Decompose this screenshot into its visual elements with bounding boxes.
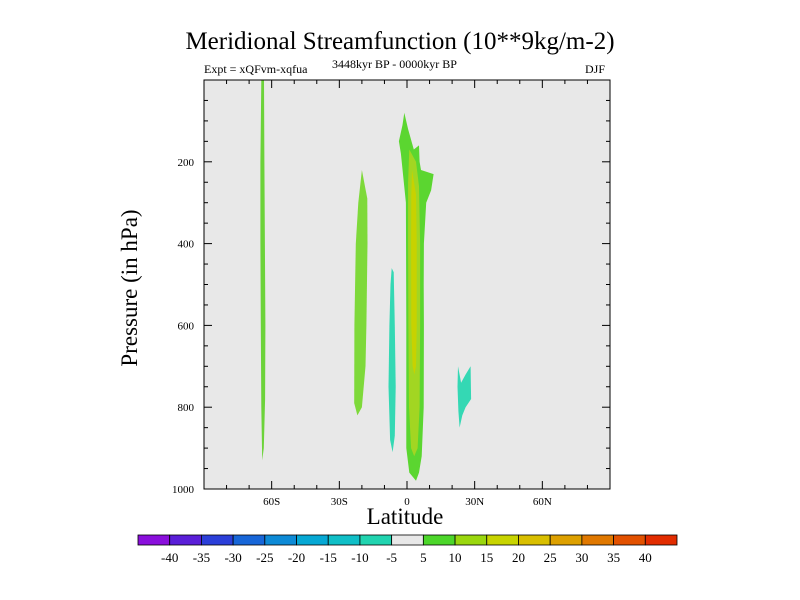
- x-tick-label: 30S: [331, 496, 348, 508]
- y-tick-label: 800: [178, 402, 195, 414]
- colorbar-swatch: [137, 534, 171, 546]
- colorbar-label: -30: [224, 550, 241, 565]
- colorbar-label: -5: [386, 550, 397, 565]
- colorbar-label: 20: [512, 550, 525, 565]
- colorbar-swatch: [518, 534, 551, 546]
- y-tick-label: 1000: [172, 484, 195, 496]
- colorbar-swatch: [391, 534, 424, 546]
- colorbar-swatch: [232, 534, 266, 546]
- contour-region-30s-column: [354, 170, 368, 416]
- colorbar-swatch: [644, 534, 678, 546]
- colorbar-label: -40: [161, 550, 178, 565]
- x-tick-label: 30N: [465, 496, 484, 508]
- x-tick-label: 60S: [263, 496, 280, 508]
- colorbar-label: -15: [320, 550, 337, 565]
- x-tick-label: 0: [404, 496, 410, 508]
- experiment-label: Expt = xQFvm-xqfua: [204, 62, 308, 76]
- colorbar-label: 30: [575, 550, 588, 565]
- time-range-label: 3448kyr BP - 0000kyr BP: [332, 57, 457, 71]
- y-tick-label: 400: [178, 239, 195, 251]
- colorbar-label: -20: [288, 550, 305, 565]
- colorbar-label: 35: [607, 550, 620, 565]
- colorbar-swatch: [549, 534, 583, 546]
- colorbar-swatch: [613, 534, 646, 546]
- x-axis-label: Latitude: [366, 504, 444, 529]
- colorbar-label: 25: [544, 550, 557, 565]
- season-label: DJF: [585, 62, 606, 76]
- colorbar-swatch: [422, 534, 456, 546]
- colorbar-swatch: [486, 534, 519, 546]
- colorbar-swatch: [454, 534, 488, 546]
- colorbar-swatch: [264, 534, 297, 546]
- colorbar-label: 10: [449, 550, 462, 565]
- y-tick-label: 600: [178, 320, 195, 332]
- chart-title: Meridional Streamfunction (10**9kg/m-2): [185, 28, 615, 55]
- contour-region-10s-column: [388, 268, 396, 453]
- colorbar-swatch: [296, 534, 329, 546]
- colorbar-label: 5: [420, 550, 427, 565]
- colorbar-swatch: [327, 534, 361, 546]
- contour-region-equator-core: [411, 170, 417, 375]
- colorbar-label: -25: [256, 550, 273, 565]
- colorbar-swatch: [201, 534, 234, 546]
- contour-region-20n-cell: [457, 366, 472, 428]
- x-tick-label: 60N: [533, 496, 552, 508]
- contour-region-60s-column: [260, 80, 266, 461]
- colorbar-label: -35: [193, 550, 210, 565]
- colorbar-label: 15: [480, 550, 493, 565]
- colorbar-swatch: [581, 534, 614, 546]
- y-tick-label: 200: [178, 157, 195, 169]
- colorbar-swatch: [169, 534, 202, 546]
- colorbar-label: -10: [351, 550, 368, 565]
- colorbar-label: 40: [639, 550, 652, 565]
- colorbar-swatch: [359, 534, 393, 546]
